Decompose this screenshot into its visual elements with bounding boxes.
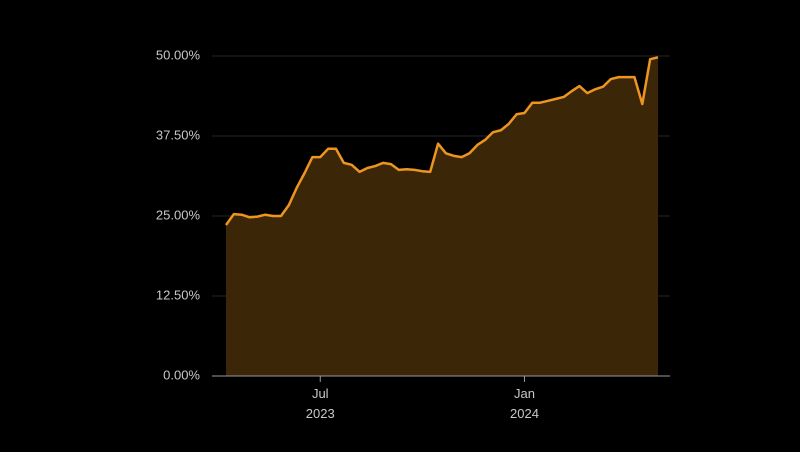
line [224, 56, 659, 226]
x-tick-label: Jul 2023 [305, 386, 335, 421]
area [226, 57, 658, 376]
y-tick-label: 25.00% [156, 207, 201, 222]
y-tick-label: 37.50% [156, 127, 201, 142]
y-tick-label: 12.50% [156, 287, 201, 302]
x-tick-label: Jan 2024 [510, 386, 539, 421]
y-tick-label: 50.00% [156, 47, 201, 62]
y-tick-label: 0.00% [163, 367, 200, 382]
